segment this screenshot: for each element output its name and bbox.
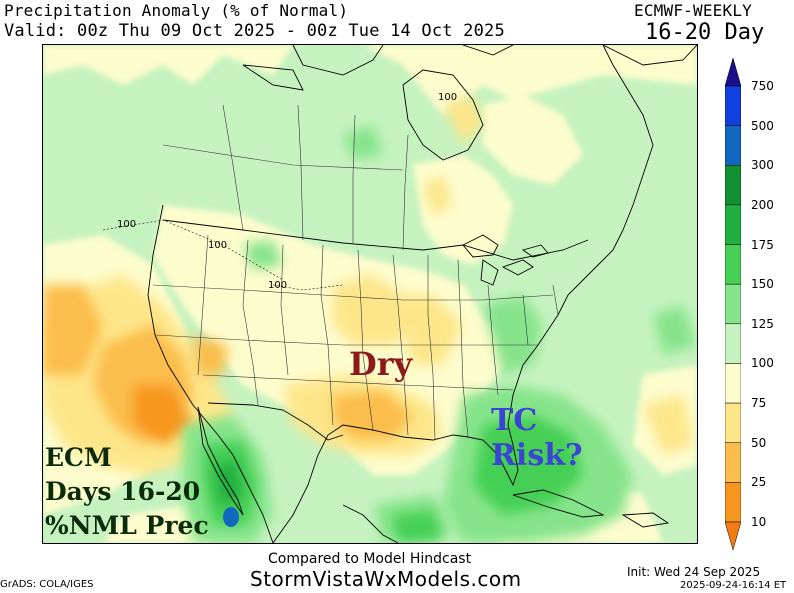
forecast-range: 16-20 Day bbox=[645, 20, 765, 45]
colorbar-label: 300 bbox=[751, 158, 774, 173]
state-boundaries bbox=[152, 234, 559, 441]
tc-annotation-line1: TC bbox=[491, 403, 538, 438]
colorbar-swatch bbox=[724, 363, 742, 404]
wettest-spot bbox=[223, 507, 239, 527]
colorbar-swatch bbox=[724, 165, 742, 206]
colorbar-swatch bbox=[724, 521, 742, 551]
colorbar-swatch bbox=[724, 323, 742, 364]
province-boundaries bbox=[162, 104, 409, 251]
ecm-annotation-line2: Days 16-20 bbox=[45, 477, 201, 506]
ecm-annotation-line3: %NML Prec bbox=[45, 511, 209, 540]
website-link[interactable]: StormVistaWxModels.com bbox=[250, 567, 522, 591]
geographic-outlines bbox=[147, 45, 697, 543]
colorbar-label: 200 bbox=[751, 197, 774, 212]
colorbar-label: 500 bbox=[751, 118, 774, 133]
tc-annotation-line2: Risk? bbox=[491, 438, 583, 473]
colorbar-label: 100 bbox=[751, 356, 774, 371]
colorbar-swatch bbox=[724, 402, 742, 443]
much-wet-areas bbox=[203, 415, 583, 543]
colorbar-swatch bbox=[724, 283, 742, 325]
precip-anomaly-map: 100 100 100 100 bbox=[43, 45, 697, 543]
colorbar bbox=[724, 57, 742, 551]
colorbar-swatch bbox=[724, 244, 742, 285]
render-timestamp: 2025-09-24-16:14 ET bbox=[680, 580, 787, 591]
contour-label: 100 bbox=[208, 240, 227, 251]
colorbar-label: 75 bbox=[751, 396, 767, 411]
colorbar-label: 125 bbox=[751, 316, 774, 331]
contour-100 bbox=[102, 219, 344, 291]
colorbar-swatches bbox=[724, 57, 742, 551]
colorbar-swatch bbox=[724, 204, 742, 245]
colorbar-label: 750 bbox=[751, 79, 774, 93]
colorbar-label: 150 bbox=[751, 277, 774, 292]
map-panel: 100 100 100 100 Dry TC Risk? ECM Days 16… bbox=[42, 44, 698, 544]
colorbar-label: 25 bbox=[751, 475, 767, 490]
contour-label: 100 bbox=[438, 92, 457, 103]
colorbar-label: 10 bbox=[751, 515, 767, 529]
dry-annotation: Dry bbox=[349, 345, 413, 383]
colorbar-swatch bbox=[724, 125, 742, 166]
very-dry-areas bbox=[43, 285, 413, 445]
contour-label: 100 bbox=[117, 219, 136, 230]
init-time: Init: Wed 24 Sep 2025 bbox=[627, 565, 761, 579]
colorbar-swatch bbox=[724, 442, 742, 483]
contour-label: 100 bbox=[268, 280, 287, 291]
model-name: ECMWF-WEEKLY bbox=[634, 1, 752, 20]
colorbar-label: 50 bbox=[751, 435, 767, 450]
colorbar-swatch bbox=[724, 482, 742, 523]
valid-time: Valid: 00z Thu 09 Oct 2025 - 00z Tue 14 … bbox=[4, 21, 505, 41]
ecm-annotation-line1: ECM bbox=[45, 443, 112, 472]
map-title: Precipitation Anomaly (% of Normal) bbox=[4, 1, 349, 20]
hindcast-note: Compared to Model Hindcast bbox=[268, 551, 472, 567]
grads-credit: GrADS: COLA/IGES bbox=[0, 579, 94, 590]
colorbar-swatch bbox=[724, 57, 742, 87]
colorbar-swatch bbox=[724, 85, 742, 126]
colorbar-label: 175 bbox=[751, 237, 774, 252]
